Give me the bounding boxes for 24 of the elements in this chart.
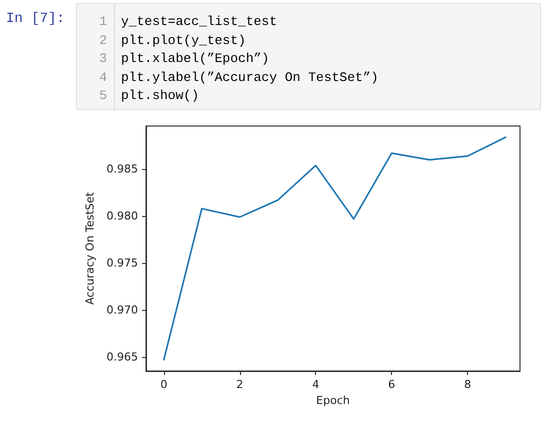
text: In [7]: <box>6 11 65 27</box>
y-tick-label: 0.975 <box>106 256 138 270</box>
x-axis-title: Epoch <box>316 394 350 407</box>
text: plt.xlabel(”Epoch”) <box>121 50 270 68</box>
text: 3 <box>98 50 107 68</box>
text: plt.show() <box>121 87 200 105</box>
y-tick-label: 0.970 <box>106 303 138 316</box>
text: plt.plot(y_test) <box>121 32 246 50</box>
text: y_test=acc_list_test <box>121 13 278 31</box>
x-tick-label: 0 <box>160 378 168 391</box>
y-tick-label: 0.980 <box>106 210 138 223</box>
text: 1 <box>98 13 107 31</box>
y-axis-title: Accuracy On TestSet <box>84 192 97 305</box>
x-tick-label: 4 <box>312 378 320 391</box>
text: plt.ylabel(”Accuracy On TestSet”) <box>121 68 378 86</box>
text: 2 <box>98 32 107 50</box>
y-tick-label: 0.985 <box>106 162 138 176</box>
text: 4 <box>98 68 107 86</box>
line-series <box>163 136 506 361</box>
x-tick-label: 2 <box>236 378 244 391</box>
text: 5 <box>98 87 107 105</box>
y-tick-label: 0.965 <box>106 350 138 364</box>
x-tick-label: 8 <box>464 378 472 391</box>
x-tick-label: 6 <box>388 378 396 391</box>
